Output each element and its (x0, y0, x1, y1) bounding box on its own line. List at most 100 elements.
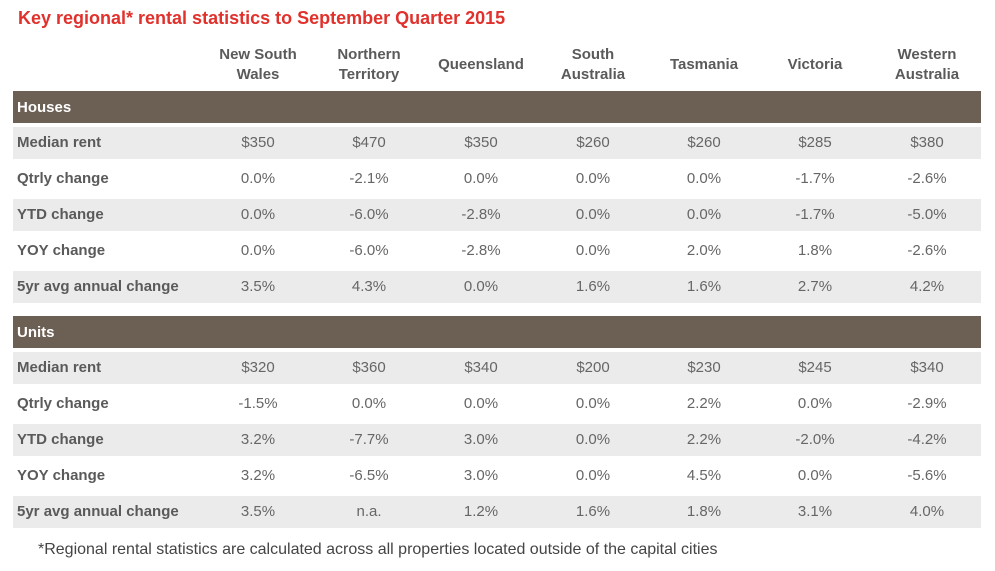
row-label: Median rent (17, 359, 102, 376)
row-label: YOY change (17, 467, 106, 484)
table-cell: 0.0% (240, 170, 276, 187)
table-cell: 3.0% (463, 467, 499, 484)
table-cell: -2.8% (461, 206, 501, 223)
table-row: YTD change 0.0% -6.0% -2.8% 0.0% 0.0% -1.7% -5.… (13, 199, 981, 231)
table-row: Median rent $350 $470 $350 $260 $260 $285 $380 (13, 127, 981, 159)
table-cell: 0.0% (686, 206, 722, 223)
table-cell: $230 (687, 359, 721, 376)
table-cell: 0.0% (463, 395, 499, 412)
table-cell: 0.0% (575, 467, 611, 484)
table-cell: -5.6% (907, 467, 947, 484)
table-cell: $470 (352, 134, 386, 151)
table-cell: $360 (352, 359, 386, 376)
table-row: 5yr avg annual change 3.5% 4.3% 0.0% 1.6% 1.6… (13, 271, 981, 303)
table-cell: 2.2% (686, 395, 722, 412)
table-cell: $260 (576, 134, 610, 151)
table-cell: 0.0% (351, 395, 387, 412)
table-cell: $260 (687, 134, 721, 151)
table-cell: 1.2% (463, 503, 499, 520)
column-header: Northern Territory (309, 44, 429, 86)
column-header: South Australia (533, 44, 653, 86)
table-cell: -7.7% (349, 431, 389, 448)
table-cell: 2.2% (686, 431, 722, 448)
table-cell: n.a. (356, 503, 382, 520)
table-cell: -1.7% (795, 206, 835, 223)
column-header: Western Australia (867, 44, 987, 86)
table-cell: 3.0% (463, 431, 499, 448)
footnote: *Regional rental statistics are calculat… (38, 541, 718, 558)
table-cell: 1.6% (575, 503, 611, 520)
row-label: YTD change (17, 206, 104, 223)
table-cell: $200 (576, 359, 610, 376)
row-label: 5yr avg annual change (17, 278, 179, 295)
row-label: Median rent (17, 134, 102, 151)
table-cell: 2.7% (797, 278, 833, 295)
table-cell: 3.2% (240, 431, 276, 448)
table-cell: 3.5% (240, 278, 276, 295)
table-row: Median rent $320 $360 $340 $200 $230 $245 $340 (13, 352, 981, 384)
row-label: YTD change (17, 431, 104, 448)
table-row: YTD change 3.2% -7.7% 3.0% 0.0% 2.2% -2.0% -4.2… (13, 424, 981, 456)
section-header-units: Units (13, 316, 981, 348)
table-cell: 0.0% (240, 206, 276, 223)
table-cell: 4.3% (351, 278, 387, 295)
table-cell: -2.6% (907, 170, 947, 187)
table-cell: 4.5% (686, 467, 722, 484)
table-cell: 0.0% (575, 431, 611, 448)
table-cell: 3.2% (240, 467, 276, 484)
column-header-line: New South (219, 46, 297, 63)
table-cell: $340 (464, 359, 498, 376)
table-cell: 3.1% (797, 503, 833, 520)
table-row: YOY change 3.2% -6.5% 3.0% 0.0% 4.5% 0.0% -5.6% (13, 460, 981, 492)
table-cell: 1.6% (575, 278, 611, 295)
table-cell: 0.0% (575, 395, 611, 412)
table-cell: -6.0% (349, 242, 389, 259)
page-title: Key regional* rental statistics to Septe… (18, 8, 506, 28)
table-cell: -5.0% (907, 206, 947, 223)
column-header-line: Territory (338, 66, 400, 83)
column-header: Tasmania (644, 44, 764, 86)
table-cell: 3.5% (240, 503, 276, 520)
column-header-line: Queensland (438, 56, 524, 73)
table-cell: 4.2% (909, 278, 945, 295)
table-cell: 0.0% (686, 170, 722, 187)
table-cell: $340 (910, 359, 944, 376)
section-header-houses: Houses (13, 91, 981, 123)
table-cell: $350 (464, 134, 498, 151)
column-header-line: South (571, 46, 615, 63)
table-cell: $380 (910, 134, 944, 151)
table-cell: $245 (798, 359, 832, 376)
column-header-line: Western (897, 46, 957, 63)
table-cell: -4.2% (907, 431, 947, 448)
table-cell: -6.5% (349, 467, 389, 484)
column-header: Queensland (421, 44, 541, 86)
table-cell: 1.8% (686, 503, 722, 520)
table-cell: -6.0% (349, 206, 389, 223)
table-cell: 0.0% (797, 467, 833, 484)
table-cell: 0.0% (575, 170, 611, 187)
table-cell: 4.0% (909, 503, 945, 520)
table-cell: -2.9% (907, 395, 947, 412)
table-row: 5yr avg annual change 3.5% n.a. 1.2% 1.6% 1.8… (13, 496, 981, 528)
column-header-line: Tasmania (669, 56, 739, 73)
column-header-line: Wales (236, 66, 280, 83)
column-header-line: Australia (560, 66, 626, 83)
column-header-line: Australia (894, 66, 960, 83)
table-cell: -1.7% (795, 170, 835, 187)
table-cell: $350 (241, 134, 275, 151)
table-cell: 2.0% (686, 242, 722, 259)
table-row: YOY change 0.0% -6.0% -2.8% 0.0% 2.0% 1.8% -2.6… (13, 235, 981, 267)
column-header: Victoria (755, 44, 875, 86)
table-cell: -2.0% (795, 431, 835, 448)
column-header-line: Northern (337, 46, 401, 63)
row-label: Qtrly change (17, 170, 109, 187)
table-cell: 0.0% (797, 395, 833, 412)
table-cell: 0.0% (575, 242, 611, 259)
column-header-line: Victoria (787, 56, 843, 73)
table-cell: 0.0% (463, 170, 499, 187)
table-row: Qtrly change 0.0% -2.1% 0.0% 0.0% 0.0% -1.7% -2… (13, 163, 981, 195)
table-cell: 0.0% (240, 242, 276, 259)
row-label: 5yr avg annual change (17, 503, 179, 520)
table-row: Qtrly change -1.5% 0.0% 0.0% 0.0% 2.2% 0.0% -2.… (13, 388, 981, 420)
table-cell: -1.5% (238, 395, 278, 412)
